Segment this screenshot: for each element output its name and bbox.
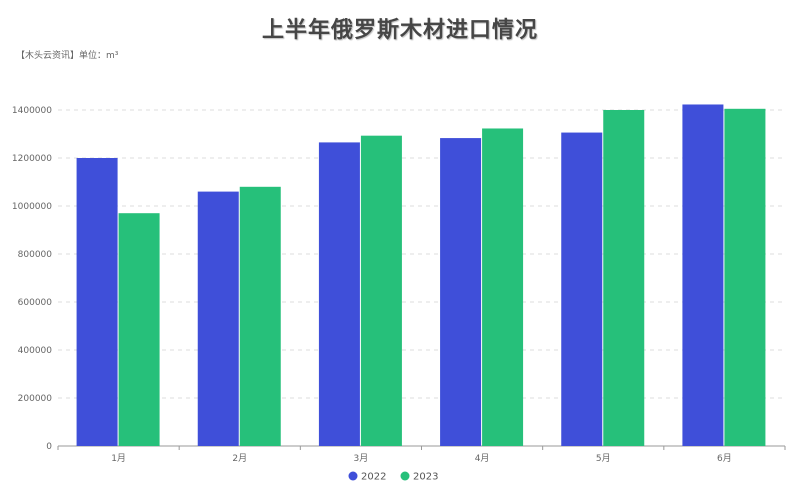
x-tick-label: 2月	[232, 453, 247, 464]
x-tick-label: 3月	[354, 453, 369, 464]
bar-2023-6	[724, 108, 766, 447]
bar-2022-3	[318, 142, 360, 446]
bar-2023-2	[239, 186, 281, 447]
chart-subtitle: 【木头云资讯】单位：m³	[16, 51, 119, 61]
bar-2022-2	[197, 191, 239, 446]
y-tick-label: 400000	[18, 346, 53, 356]
y-tick-label: 1400000	[12, 106, 52, 116]
bar-2023-4	[482, 128, 524, 447]
bar-2022-4	[440, 138, 482, 446]
bar-2023-1	[118, 213, 160, 446]
y-tick-label: 200000	[18, 394, 53, 404]
legend-marker-2022	[348, 471, 358, 481]
bar-2022-1	[76, 158, 118, 446]
legend-label-2023: 2023	[413, 472, 438, 483]
y-tick-label: 1200000	[12, 154, 52, 164]
x-tick-label: 5月	[596, 453, 611, 464]
y-tick-label: 600000	[18, 298, 53, 308]
chart-title: 上半年俄罗斯木材进口情况	[261, 18, 538, 43]
bar-2022-6	[682, 104, 724, 446]
bar-2022-5	[561, 132, 603, 446]
legend-marker-2023	[400, 471, 410, 481]
x-tick-label: 4月	[475, 453, 490, 464]
bar-2023-3	[360, 135, 402, 446]
bar-2023-5	[603, 110, 645, 446]
legend-label-2022: 2022	[361, 472, 386, 483]
x-tick-label: 1月	[111, 453, 126, 464]
x-tick-label: 6月	[717, 453, 732, 464]
y-tick-label: 1000000	[12, 202, 52, 212]
y-tick-label: 800000	[18, 250, 53, 260]
y-tick-label: 0	[46, 442, 52, 452]
